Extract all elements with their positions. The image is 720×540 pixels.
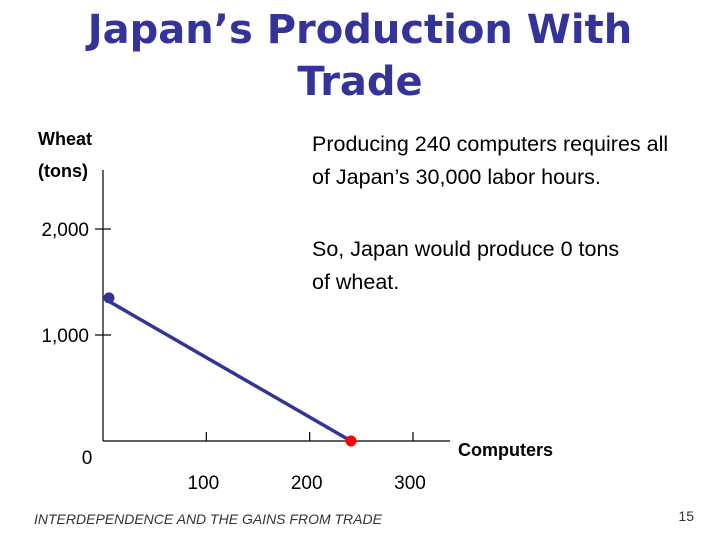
footer-text: INTERDEPENDENCE AND THE GAINS FROM TRADE xyxy=(34,511,382,527)
slide-title: Japan’s Production With Trade xyxy=(87,7,633,105)
explanation-text-2: So, Japan would produce 0 tons of wheat. xyxy=(312,237,620,294)
origin-label: 0 xyxy=(82,448,93,469)
y-tick-label: 2,000 xyxy=(41,220,89,241)
page-number: 15 xyxy=(678,508,694,524)
x-tick-label: 300 xyxy=(394,473,426,494)
x-tick-label: 200 xyxy=(291,473,323,494)
y-tick-label: 1,000 xyxy=(41,326,89,347)
explanation-text-1: Producing 240 computers requires all of … xyxy=(312,132,669,189)
wheat-intercept-point xyxy=(103,292,115,304)
y-axis-label-line-1: Wheat xyxy=(38,129,92,149)
x-tick-label: 100 xyxy=(187,473,219,494)
computer-intercept-point xyxy=(345,435,357,447)
ppf-line xyxy=(102,296,352,443)
y-axis-label-line-2: (tons) xyxy=(38,161,88,181)
x-axis-label: Computers xyxy=(458,440,553,460)
